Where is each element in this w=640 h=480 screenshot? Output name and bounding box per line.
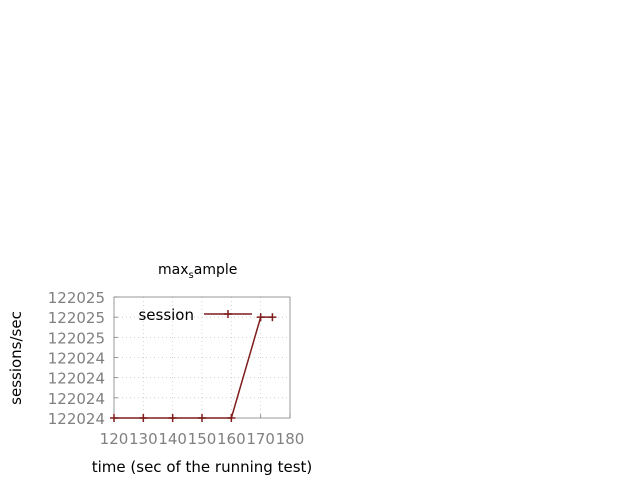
legend: session (138, 306, 252, 324)
data-point (139, 414, 148, 422)
data-point (268, 313, 277, 322)
data-point (227, 414, 236, 422)
y-tick-label: 122024 (48, 370, 105, 388)
data-point (110, 414, 118, 422)
y-tick-label: 122025 (48, 329, 105, 347)
y-tick-label: 122024 (48, 350, 105, 368)
chart-title: maxsample (158, 262, 237, 281)
x-tick-label: 130 (129, 430, 158, 448)
legend-marker-session (224, 310, 232, 318)
y-axis-label: sessions/sec (7, 311, 25, 405)
y-tick-label: 122025 (48, 309, 105, 327)
grid (114, 297, 290, 418)
data-point (256, 313, 265, 322)
x-tick-label: 150 (188, 430, 217, 448)
data-point (168, 414, 177, 422)
x-axis-label: time (sec of the running test) (92, 458, 313, 476)
tick-labels: 120 130 140 150 160 170 180 122024 122024 122024 1… (48, 289, 305, 448)
legend-label-session: session (138, 306, 194, 324)
x-tick-label: 120 (100, 430, 129, 448)
series-line (114, 316, 273, 419)
x-tick-label: 140 (158, 430, 187, 448)
data-point (198, 414, 206, 422)
x-tick-label: 160 (217, 430, 246, 448)
x-tick-label: 180 (276, 430, 305, 448)
y-tick-label: 122024 (48, 410, 105, 428)
y-tick-label: 122025 (48, 289, 105, 307)
x-tick-label: 170 (246, 430, 275, 448)
series-session (110, 313, 277, 422)
y-tick-label: 122024 (48, 390, 105, 408)
